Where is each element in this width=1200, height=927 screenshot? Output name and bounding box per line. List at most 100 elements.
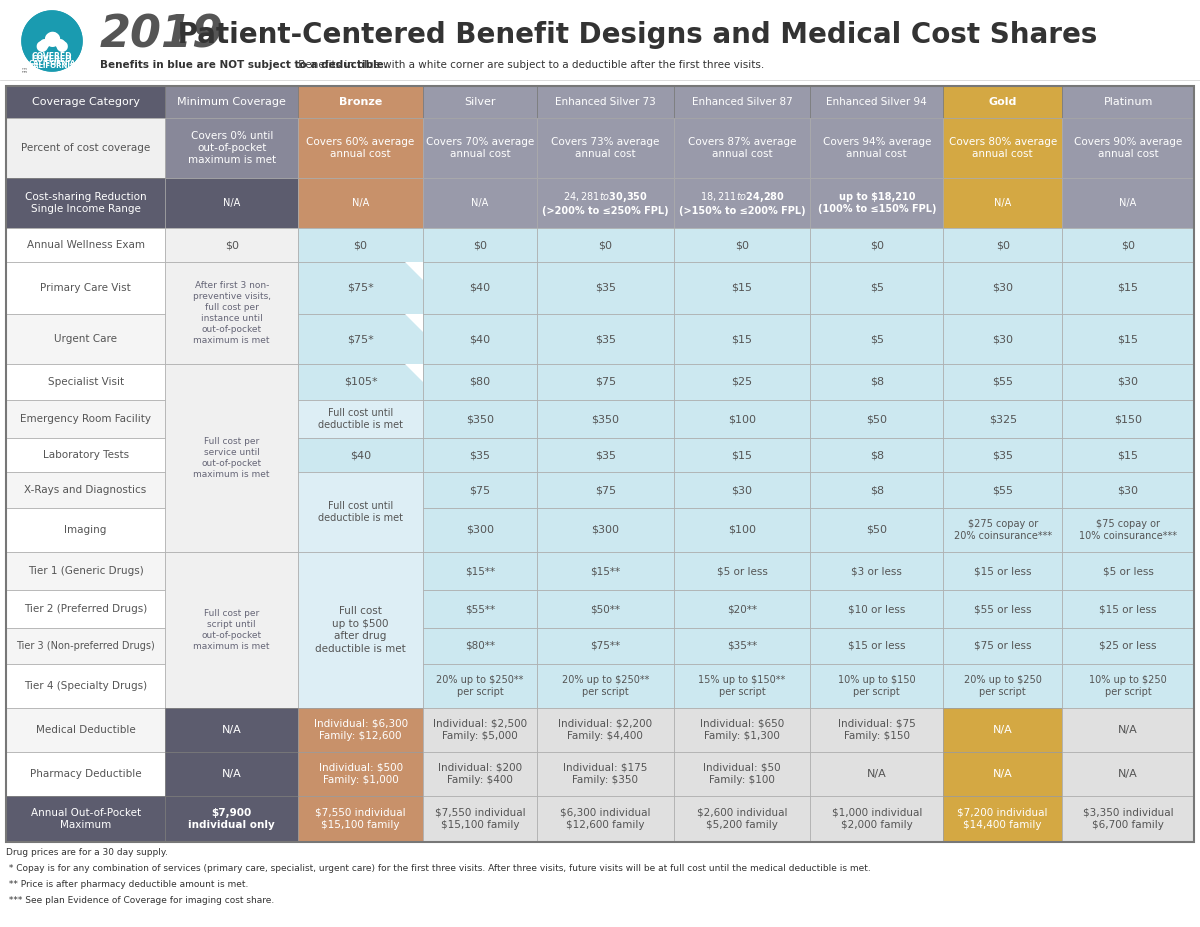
Text: $15 or less: $15 or less — [1099, 604, 1157, 614]
Text: Gold: Gold — [989, 97, 1016, 107]
Text: $0: $0 — [224, 240, 239, 250]
Text: $7,200 individual
$14,400 family: $7,200 individual $14,400 family — [958, 807, 1048, 831]
Text: Primary Care Vist: Primary Care Vist — [41, 283, 131, 293]
Bar — [810, 228, 943, 262]
Bar — [943, 796, 1062, 842]
Text: Individual: $650
Family: $1,300: Individual: $650 Family: $1,300 — [700, 718, 784, 742]
Text: $40: $40 — [469, 283, 491, 293]
Bar — [422, 400, 538, 438]
Bar — [166, 228, 299, 262]
Text: $80**: $80** — [466, 641, 496, 651]
Text: Benefits in blue with a white corner are subject to a deductible after the first: Benefits in blue with a white corner are… — [295, 60, 764, 70]
Text: N/A: N/A — [992, 769, 1013, 779]
Text: 20% up to $250**
per script: 20% up to $250** per script — [562, 675, 649, 697]
Bar — [422, 438, 538, 472]
Text: Individual: $75
Family: $150: Individual: $75 Family: $150 — [838, 718, 916, 742]
Bar — [538, 178, 673, 228]
Text: Covers 87% average
annual cost: Covers 87% average annual cost — [688, 137, 796, 159]
Text: $15**: $15** — [590, 566, 620, 576]
Bar — [1062, 400, 1194, 438]
Bar — [538, 664, 673, 708]
Bar — [299, 118, 422, 178]
Bar — [810, 552, 943, 590]
Bar — [422, 364, 538, 400]
Bar — [810, 364, 943, 400]
Text: $80: $80 — [469, 377, 491, 387]
Text: $5: $5 — [870, 283, 884, 293]
Bar — [673, 552, 810, 590]
Text: $15 or less: $15 or less — [974, 566, 1032, 576]
Text: Drug prices are for a 30 day supply.: Drug prices are for a 30 day supply. — [6, 848, 168, 857]
Bar — [810, 262, 943, 314]
Bar — [166, 178, 299, 228]
Bar — [299, 314, 422, 364]
Bar — [6, 400, 166, 438]
Text: 20% up to $250
per script: 20% up to $250 per script — [964, 675, 1042, 697]
Bar — [810, 752, 943, 796]
Text: $2,600 individual
$5,200 family: $2,600 individual $5,200 family — [697, 807, 787, 831]
Text: $150: $150 — [1114, 414, 1142, 424]
Bar — [1062, 228, 1194, 262]
Bar — [422, 118, 538, 178]
Text: ⬤: ⬤ — [55, 41, 68, 52]
Text: Tier 1 (Generic Drugs): Tier 1 (Generic Drugs) — [28, 566, 144, 576]
Polygon shape — [404, 314, 422, 332]
Bar — [943, 438, 1062, 472]
Bar — [422, 472, 538, 508]
Bar — [943, 552, 1062, 590]
Text: Individual: $50
Family: $100: Individual: $50 Family: $100 — [703, 763, 781, 785]
Bar — [943, 228, 1062, 262]
Text: 15% up to $150**
per script: 15% up to $150** per script — [698, 675, 786, 697]
Text: $55: $55 — [992, 485, 1013, 495]
Text: $350: $350 — [592, 414, 619, 424]
Text: ⬤: ⬤ — [46, 32, 59, 44]
Text: $75: $75 — [469, 485, 491, 495]
Bar — [422, 178, 538, 228]
Text: $15: $15 — [732, 334, 752, 344]
Text: Covers 73% average
annual cost: Covers 73% average annual cost — [551, 137, 660, 159]
Text: N/A: N/A — [1118, 769, 1138, 779]
Bar — [1062, 508, 1194, 552]
Bar — [6, 508, 166, 552]
Bar — [673, 664, 810, 708]
Text: 20% up to $250**
per script: 20% up to $250** per script — [437, 675, 523, 697]
Text: $30: $30 — [1117, 377, 1139, 387]
Text: $7,900
individual only: $7,900 individual only — [188, 807, 275, 831]
Bar — [943, 628, 1062, 664]
Text: $100: $100 — [728, 414, 756, 424]
Bar — [299, 178, 422, 228]
Bar — [810, 86, 943, 118]
Bar — [0, 0, 1200, 82]
Text: Individual: $500
Family: $1,000: Individual: $500 Family: $1,000 — [318, 763, 403, 785]
Bar — [673, 262, 810, 314]
Polygon shape — [22, 11, 82, 71]
Bar — [538, 400, 673, 438]
Text: Percent of cost coverage: Percent of cost coverage — [20, 143, 150, 153]
Bar — [166, 796, 299, 842]
Text: $30: $30 — [1117, 485, 1139, 495]
Text: $0: $0 — [996, 240, 1009, 250]
Text: $275 copay or
20% coinsurance***: $275 copay or 20% coinsurance*** — [954, 519, 1051, 541]
Bar — [422, 262, 538, 314]
Bar — [673, 400, 810, 438]
Bar — [6, 262, 166, 314]
Text: Full cost per
service until
out-of-pocket
maximum is met: Full cost per service until out-of-pocke… — [193, 437, 270, 479]
Bar — [810, 708, 943, 752]
Bar — [299, 228, 422, 262]
Bar — [538, 314, 673, 364]
Bar — [810, 628, 943, 664]
Text: Enhanced Silver 87: Enhanced Silver 87 — [691, 97, 792, 107]
Bar — [1062, 752, 1194, 796]
Text: Annual Out-of-Pocket
Maximum: Annual Out-of-Pocket Maximum — [30, 807, 140, 831]
Text: $35: $35 — [595, 450, 616, 460]
Text: ⬤: ⬤ — [54, 39, 66, 49]
Bar — [673, 228, 810, 262]
Bar — [538, 552, 673, 590]
Text: $35: $35 — [469, 450, 491, 460]
Text: ™: ™ — [22, 70, 29, 76]
Text: Platinum: Platinum — [1103, 97, 1153, 107]
Text: $75: $75 — [595, 377, 616, 387]
Bar — [166, 752, 299, 796]
Text: Tier 4 (Specialty Drugs): Tier 4 (Specialty Drugs) — [24, 681, 148, 691]
Bar — [166, 118, 299, 178]
